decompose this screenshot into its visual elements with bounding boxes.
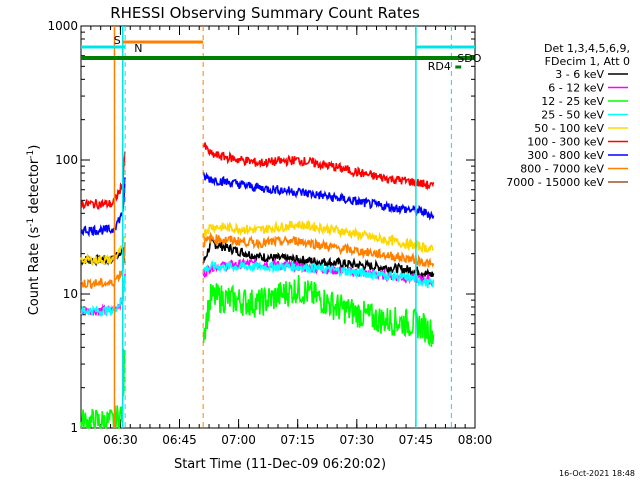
sdo-flag-label: SDO [457,52,481,65]
x-tick-label: 06:30 [103,433,138,447]
y-tick-label: 1000 [47,19,78,33]
legend-header-line2: FDecim 1, Att 0 [545,55,630,68]
legend-header-line1: Det 1,3,4,5,6,9, [544,42,630,55]
series-line [80,142,435,210]
series-line [80,274,435,429]
night-flag-label: N [134,42,142,55]
timestamp: 16-Oct-2021 18:48 [559,469,635,478]
chart-title: RHESSI Observing Summary Count Rates [110,4,420,22]
rd4-flag-label: RD4 [428,60,451,73]
legend-label: 12 - 25 keV [541,95,604,108]
legend-label: 100 - 300 keV [527,136,604,149]
series-line [80,219,434,267]
overlay-layer: SN SDO RD4 [81,26,482,428]
x-tick-label: 07:00 [221,433,256,447]
legend-label: 7000 - 15000 keV [506,176,604,189]
series-line [80,171,435,238]
legend-label: 6 - 12 keV [548,82,604,95]
series-line [80,260,435,318]
legend: Det 1,3,4,5,6,9, FDecim 1, Att 0 3 - 6 k… [506,42,630,189]
x-tick-label: 07:45 [399,433,434,447]
series-layer [80,142,435,429]
saa-flag-label: S [114,34,121,47]
legend-label: 50 - 100 keV [534,122,604,135]
axis-ticks: 1 10 100 1000 06:30 06:45 07:00 07:15 07:30 07:45… [47,19,492,447]
legend-label: 800 - 7000 keV [520,163,604,176]
x-tick-label: 08:00 [458,433,493,447]
x-tick-label: 07:30 [340,433,375,447]
legend-label: 300 - 800 keV [527,149,604,162]
y-tick-label: 1 [70,421,78,435]
x-tick-label: 06:45 [162,433,197,447]
legend-label: 25 - 50 keV [541,109,604,122]
y-tick-label: 100 [55,153,78,167]
x-tick-label: 07:15 [280,433,315,447]
y-tick-label: 10 [63,287,78,301]
y-axis-label: Count Rate (s-1 detector-1) [26,145,42,316]
series-line [80,231,435,290]
x-axis-label: Start Time (11-Dec-09 06:20:02) [174,457,386,472]
legend-label: 3 - 6 keV [555,68,604,81]
